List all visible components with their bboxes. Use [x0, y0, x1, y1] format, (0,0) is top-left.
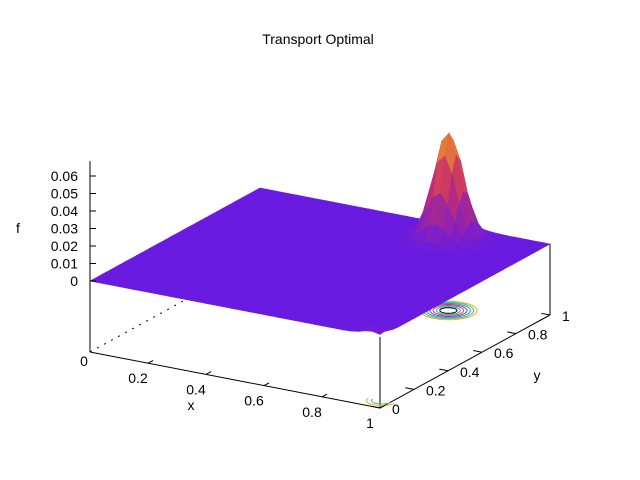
- y-tick: [371, 405, 381, 409]
- contour-ring: [365, 397, 395, 407]
- z-tick-label: 0.02: [51, 238, 78, 254]
- y-tick-label: 0.4: [460, 364, 480, 380]
- x-axis-line: [89, 351, 381, 409]
- y-tick: [541, 312, 551, 316]
- contour-ring: [370, 398, 391, 405]
- z-tick-label: 0.04: [51, 203, 78, 219]
- z-tick-label: 0.05: [51, 186, 78, 202]
- y-tick-label: 0.6: [494, 345, 514, 361]
- x-tick-label: 0.4: [186, 381, 206, 397]
- x-axis-label: x: [188, 397, 195, 413]
- contour-ring: [439, 307, 458, 314]
- x-tick: [205, 371, 212, 375]
- y-tick-label: 0.8: [528, 327, 548, 343]
- y-tick: [405, 387, 415, 390]
- y-axis-label: y: [534, 367, 541, 383]
- x-tick: [147, 359, 154, 364]
- y-tick: [439, 368, 449, 372]
- x-tick-label: 1: [366, 415, 374, 431]
- z-tick-label: 0.03: [51, 221, 78, 237]
- y-tick: [507, 331, 517, 335]
- chart-title: Transport Optimal: [262, 31, 374, 47]
- y-tick-label: 1: [562, 308, 570, 324]
- z-tick-label: 0.06: [51, 168, 78, 184]
- y-tick: [473, 350, 483, 353]
- y-tick-label: 0.2: [426, 382, 446, 398]
- x-tick-label: 0.8: [302, 404, 322, 420]
- z-tick-label: 0.01: [51, 256, 78, 272]
- surface-layer: [89, 132, 551, 335]
- contour-ring: [432, 304, 465, 316]
- z-axis-label: f: [16, 220, 20, 236]
- surface-patch: [372, 327, 385, 335]
- axes-layer: [89, 161, 551, 409]
- corner-zero-label: 0: [80, 353, 88, 369]
- y-axis-line: [379, 314, 551, 409]
- z-tick-label: 0: [70, 273, 78, 289]
- contour-ring: [436, 306, 461, 315]
- x-tick: [379, 404, 386, 409]
- x-tick-label: 0.2: [128, 370, 148, 386]
- x-tick: [321, 393, 328, 398]
- x-tick-label: 0.6: [244, 393, 264, 409]
- ticks-layer: 00.010.020.030.040.050.060.20.40.60.8100…: [51, 168, 570, 431]
- x-tick: [263, 382, 270, 387]
- y-tick-label: 0: [392, 401, 400, 417]
